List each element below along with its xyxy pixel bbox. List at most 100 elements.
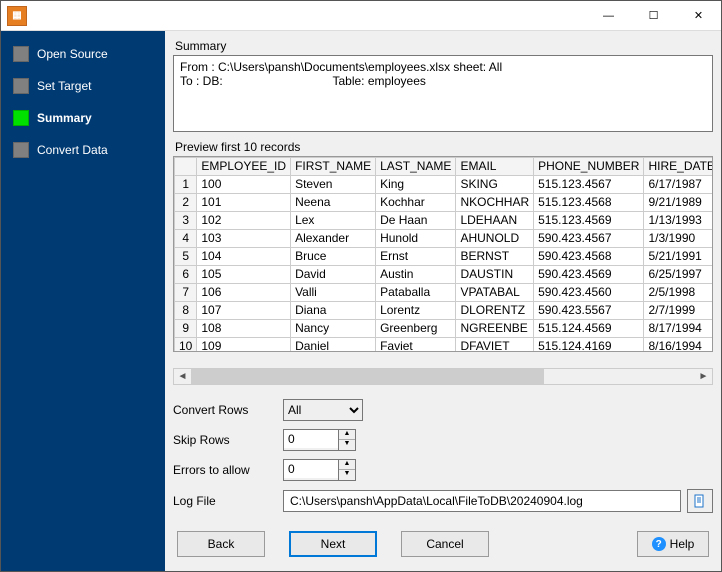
table-row[interactable]: 9108NancyGreenbergNGREENBE515.124.45698/… — [175, 319, 714, 337]
cell[interactable]: 590.423.4569 — [534, 265, 644, 283]
cell[interactable]: DFAVIET — [456, 337, 534, 352]
cell[interactable]: King — [376, 175, 456, 193]
cell[interactable]: 590.423.5567 — [534, 301, 644, 319]
cell[interactable]: Lorentz — [376, 301, 456, 319]
cell[interactable]: Kochhar — [376, 193, 456, 211]
cell[interactable]: 590.423.4568 — [534, 247, 644, 265]
minimize-button[interactable]: — — [586, 1, 631, 31]
cell[interactable]: 8/17/1994 — [644, 319, 713, 337]
column-header[interactable]: PHONE_NUMBER — [534, 157, 644, 175]
cell[interactable]: 102 — [197, 211, 291, 229]
cell[interactable]: 8/16/1994 — [644, 337, 713, 352]
cell[interactable]: Bruce — [291, 247, 376, 265]
cell[interactable]: 107 — [197, 301, 291, 319]
cell[interactable]: 515.124.4569 — [534, 319, 644, 337]
column-header[interactable]: FIRST_NAME — [291, 157, 376, 175]
cell[interactable]: 515.123.4568 — [534, 193, 644, 211]
table-row[interactable]: 3102LexDe HaanLDEHAAN515.123.45691/13/19… — [175, 211, 714, 229]
cell[interactable]: 9/21/1989 — [644, 193, 713, 211]
cell[interactable]: 105 — [197, 265, 291, 283]
maximize-button[interactable]: ☐ — [631, 1, 676, 31]
preview-grid[interactable]: EMPLOYEE_IDFIRST_NAMELAST_NAMEEMAILPHONE… — [173, 156, 713, 353]
cell[interactable]: BERNST — [456, 247, 534, 265]
table-row[interactable]: 6105DavidAustinDAUSTIN590.423.45696/25/1… — [175, 265, 714, 283]
table-row[interactable]: 5104BruceErnstBERNST590.423.45685/21/199… — [175, 247, 714, 265]
table-row[interactable]: 4103AlexanderHunoldAHUNOLD590.423.45671/… — [175, 229, 714, 247]
cell[interactable]: Ernst — [376, 247, 456, 265]
cell[interactable]: Nancy — [291, 319, 376, 337]
column-header[interactable]: EMAIL — [456, 157, 534, 175]
browse-log-button[interactable] — [687, 489, 713, 513]
cell[interactable]: DLORENTZ — [456, 301, 534, 319]
cell[interactable]: Lex — [291, 211, 376, 229]
cell[interactable]: Austin — [376, 265, 456, 283]
table-row[interactable]: 10109DanielFavietDFAVIET515.124.41698/16… — [175, 337, 714, 352]
skip-rows-spinner[interactable]: ▲ ▼ — [283, 429, 356, 451]
scroll-right-icon[interactable]: ► — [695, 371, 712, 382]
errors-input[interactable] — [284, 460, 338, 478]
wizard-step-summary[interactable]: Summary — [1, 107, 165, 129]
cell[interactable]: 6/25/1997 — [644, 265, 713, 283]
spin-down-icon[interactable]: ▼ — [339, 440, 355, 450]
cell[interactable]: 515.123.4567 — [534, 175, 644, 193]
cell[interactable]: Valli — [291, 283, 376, 301]
cell[interactable]: Steven — [291, 175, 376, 193]
cell[interactable]: 590.423.4567 — [534, 229, 644, 247]
cell[interactable]: 6/17/1987 — [644, 175, 713, 193]
column-header[interactable]: EMPLOYEE_ID — [197, 157, 291, 175]
cell[interactable]: 100 — [197, 175, 291, 193]
cell[interactable]: Greenberg — [376, 319, 456, 337]
wizard-step-set-target[interactable]: Set Target — [1, 75, 165, 97]
cell[interactable]: 5/21/1991 — [644, 247, 713, 265]
cell[interactable]: 101 — [197, 193, 291, 211]
horizontal-scrollbar[interactable]: ◄ ► — [173, 368, 713, 385]
cell[interactable]: NKOCHHAR — [456, 193, 534, 211]
cell[interactable]: Faviet — [376, 337, 456, 352]
cell[interactable]: LDEHAAN — [456, 211, 534, 229]
wizard-step-convert-data[interactable]: Convert Data — [1, 139, 165, 161]
errors-spinner[interactable]: ▲ ▼ — [283, 459, 356, 481]
table-row[interactable]: 1100StevenKingSKING515.123.45676/17/1987… — [175, 175, 714, 193]
cell[interactable]: 1/3/1990 — [644, 229, 713, 247]
back-button[interactable]: Back — [177, 531, 265, 557]
scroll-left-icon[interactable]: ◄ — [174, 371, 191, 382]
cell[interactable]: 106 — [197, 283, 291, 301]
cell[interactable]: VPATABAL — [456, 283, 534, 301]
cell[interactable]: Neena — [291, 193, 376, 211]
table-row[interactable]: 2101NeenaKochharNKOCHHAR515.123.45689/21… — [175, 193, 714, 211]
log-file-input[interactable] — [283, 490, 681, 512]
cell[interactable]: SKING — [456, 175, 534, 193]
spin-down-icon[interactable]: ▼ — [339, 470, 355, 480]
cell[interactable]: Alexander — [291, 229, 376, 247]
cell[interactable]: De Haan — [376, 211, 456, 229]
cell[interactable]: 2/5/1998 — [644, 283, 713, 301]
column-header[interactable]: HIRE_DATE — [644, 157, 713, 175]
table-row[interactable]: 8107DianaLorentzDLORENTZ590.423.55672/7/… — [175, 301, 714, 319]
cell[interactable]: 2/7/1999 — [644, 301, 713, 319]
spin-up-icon[interactable]: ▲ — [339, 460, 355, 470]
cell[interactable]: 515.123.4569 — [534, 211, 644, 229]
cell[interactable]: NGREENBE — [456, 319, 534, 337]
scrollbar-thumb[interactable] — [191, 369, 544, 384]
cell[interactable]: 590.423.4560 — [534, 283, 644, 301]
next-button[interactable]: Next — [289, 531, 377, 557]
cell[interactable]: Daniel — [291, 337, 376, 352]
cell[interactable]: 108 — [197, 319, 291, 337]
cell[interactable]: AHUNOLD — [456, 229, 534, 247]
table-row[interactable]: 7106ValliPataballaVPATABAL590.423.45602/… — [175, 283, 714, 301]
cell[interactable]: 1/13/1993 — [644, 211, 713, 229]
cell[interactable]: Pataballa — [376, 283, 456, 301]
cell[interactable]: Diana — [291, 301, 376, 319]
skip-rows-input[interactable] — [284, 430, 338, 448]
cell[interactable]: Hunold — [376, 229, 456, 247]
convert-rows-select[interactable]: All — [283, 399, 363, 421]
cell[interactable]: DAUSTIN — [456, 265, 534, 283]
cell[interactable]: David — [291, 265, 376, 283]
spin-up-icon[interactable]: ▲ — [339, 430, 355, 440]
wizard-step-open-source[interactable]: Open Source — [1, 43, 165, 65]
cell[interactable]: 515.124.4169 — [534, 337, 644, 352]
cell[interactable]: 104 — [197, 247, 291, 265]
close-button[interactable]: ✕ — [676, 1, 721, 31]
cell[interactable]: 109 — [197, 337, 291, 352]
cancel-button[interactable]: Cancel — [401, 531, 489, 557]
